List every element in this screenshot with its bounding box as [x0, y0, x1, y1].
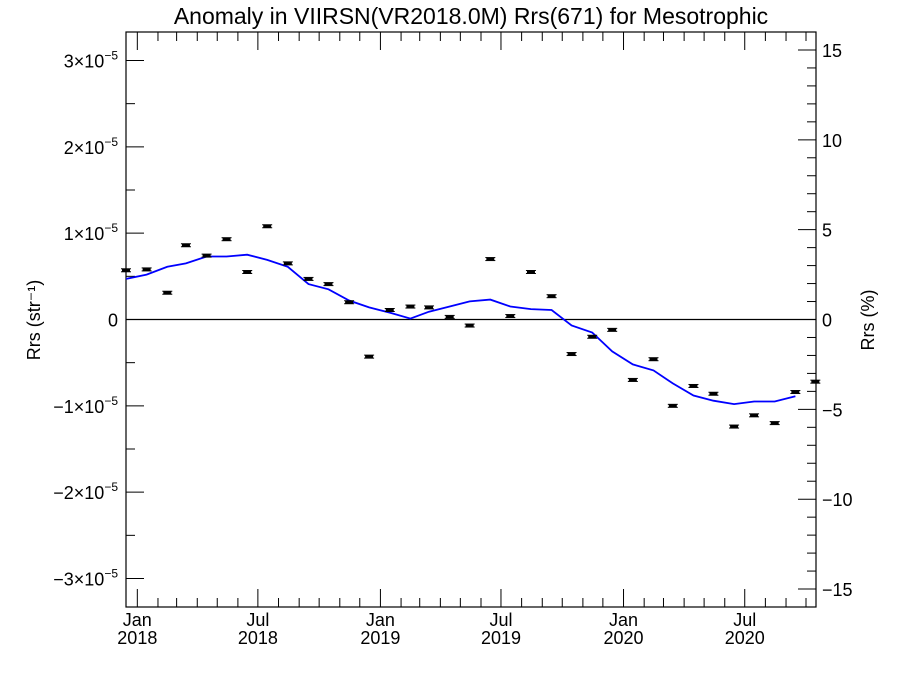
data-point — [607, 327, 618, 332]
x-tick-label-year: 2019 — [360, 628, 400, 648]
data-point — [242, 270, 253, 275]
data-point — [121, 268, 131, 273]
right-tick-label: −15 — [822, 580, 853, 600]
left-tick-label: 3×10−5 — [64, 48, 119, 71]
data-point — [546, 294, 557, 299]
data-point — [344, 300, 355, 305]
x-tick-label-month: Jul — [489, 610, 512, 630]
right-tick-label: 0 — [822, 311, 832, 331]
x-tick-label-year: 2018 — [117, 628, 157, 648]
data-point — [667, 403, 678, 408]
data-point — [262, 224, 273, 229]
x-axis-tick-labels: Jan2018Jul2018Jan2019Jul2019Jan2020Jul20… — [117, 610, 764, 648]
data-point — [303, 276, 314, 281]
data-point — [587, 334, 598, 339]
x-tick-label-month: Jul — [246, 610, 269, 630]
data-point — [749, 413, 760, 418]
data-point — [729, 424, 740, 429]
smoothed-series-line — [125, 253, 796, 406]
data-point — [162, 290, 173, 295]
x-tick-label-year: 2018 — [238, 628, 278, 648]
smoothed-series-layer — [125, 253, 796, 406]
left-tick-label: −1×10−5 — [53, 394, 118, 417]
data-point — [405, 304, 416, 309]
x-tick-label-year: 2020 — [603, 628, 643, 648]
data-point — [688, 383, 699, 388]
data-point — [201, 253, 212, 258]
x-tick-label-month: Jan — [123, 610, 152, 630]
right-tick-label: −10 — [822, 490, 853, 510]
right-axis-label: Rrs (%) — [858, 290, 878, 351]
data-point — [323, 282, 334, 287]
chart-title: Anomaly in VIIRSN(VR2018.0M) Rrs(671) fo… — [174, 3, 768, 29]
left-tick-label: −3×10−5 — [53, 567, 118, 590]
x-tick-label-year: 2019 — [481, 628, 521, 648]
data-point — [505, 314, 516, 319]
data-point — [464, 323, 475, 328]
right-tick-label: 15 — [822, 41, 842, 61]
data-point — [180, 243, 191, 248]
x-tick-label-month: Jul — [733, 610, 756, 630]
anomaly-points-layer — [121, 224, 821, 429]
right-axis-tick-labels: 15 10 5 0 −5 −10 −15 — [822, 41, 853, 600]
data-point — [810, 379, 821, 384]
data-point — [424, 305, 435, 310]
data-point — [790, 390, 801, 395]
left-axis-tick-labels: 3×10−5 2×10−5 1×10−5 0 −1×10−5 −2×10−5 −3×10−5 — [53, 48, 118, 589]
data-point — [221, 237, 232, 242]
right-tick-label: −5 — [822, 400, 843, 420]
right-tick-label: 10 — [822, 131, 842, 151]
left-tick-label: 2×10−5 — [64, 135, 119, 158]
data-point — [364, 354, 375, 359]
data-point — [282, 261, 293, 266]
data-point — [708, 391, 719, 396]
data-point — [648, 357, 659, 362]
data-point — [769, 421, 780, 426]
left-tick-label: −2×10−5 — [53, 480, 118, 503]
left-tick-label: 1×10−5 — [64, 221, 119, 244]
data-point — [627, 377, 638, 382]
data-point — [525, 270, 536, 275]
x-tick-label-year: 2020 — [725, 628, 765, 648]
x-tick-label-month: Jan — [609, 610, 638, 630]
x-tick-label-month: Jan — [366, 610, 395, 630]
right-tick-label: 5 — [822, 221, 832, 241]
data-point — [444, 314, 455, 319]
left-axis-label: Rrs (str⁻¹) — [24, 280, 44, 360]
axis-ticks — [126, 32, 816, 607]
left-tick-label: 0 — [108, 311, 118, 331]
data-point — [485, 257, 496, 262]
data-point — [384, 308, 395, 313]
data-point — [566, 352, 577, 357]
data-point — [141, 267, 152, 272]
